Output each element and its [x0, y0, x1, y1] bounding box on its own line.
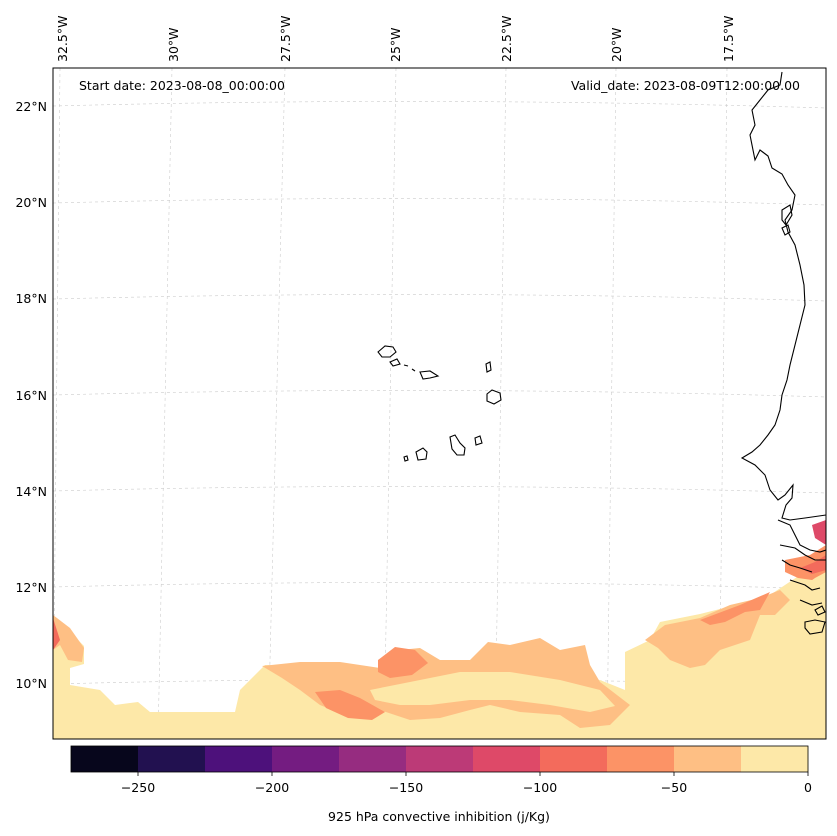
lon-label: 32.5°W — [55, 16, 70, 62]
colorbar-segments — [71, 746, 809, 772]
start-date-label: Start date: 2023-08-08_00:00:00 — [79, 78, 285, 93]
colorbar-tick-label: −250 — [121, 780, 155, 795]
lat-label: 14°N — [15, 484, 47, 499]
cin-filled-contours — [53, 520, 826, 739]
latitude-labels: 22°N 20°N 18°N 16°N 14°N 12°N 10°N — [15, 99, 47, 691]
coastlines — [377, 71, 826, 635]
colorbar: −250 −200 −150 −100 −50 0 925 hPa convec… — [70, 745, 812, 824]
longitude-labels: 32.5°W 30°W 27.5°W 25°W 22.5°W 20°W 17.5… — [55, 16, 736, 62]
colorbar-tick-label: −50 — [661, 780, 687, 795]
colorbar-segment — [339, 746, 407, 772]
colorbar-segment — [406, 746, 474, 772]
lat-label: 10°N — [15, 676, 47, 691]
colorbar-segment — [473, 746, 541, 772]
lon-label: 27.5°W — [278, 16, 293, 62]
lon-label: 20°W — [609, 27, 624, 62]
lat-label: 16°N — [15, 388, 47, 403]
colorbar-segment — [205, 746, 273, 772]
lon-label: 22.5°W — [499, 16, 514, 62]
colorbar-ticks — [137, 772, 809, 776]
colorbar-segment — [272, 746, 340, 772]
colorbar-segment — [674, 746, 742, 772]
valid-date-label: Valid_date: 2023-08-09T12:00:00.00 — [571, 78, 800, 93]
lat-label: 22°N — [15, 99, 47, 114]
colorbar-frame — [70, 745, 809, 773]
colorbar-segment — [540, 746, 608, 772]
lat-label: 20°N — [15, 195, 47, 210]
map-border — [52, 67, 827, 740]
lat-label: 12°N — [15, 580, 47, 595]
colorbar-tick-label: 0 — [804, 780, 812, 795]
colorbar-tick-label: −200 — [255, 780, 289, 795]
colorbar-tick-label: −100 — [523, 780, 557, 795]
colorbar-segment — [71, 746, 139, 772]
colorbar-segment — [741, 746, 809, 772]
colorbar-segment — [138, 746, 206, 772]
colorbar-tick-label: −150 — [389, 780, 423, 795]
lon-label: 17.5°W — [721, 16, 736, 62]
colorbar-title: 925 hPa convective inhibition (j/Kg) — [328, 809, 550, 824]
lon-label: 30°W — [166, 27, 181, 62]
colorbar-segment — [607, 746, 675, 772]
lon-label: 25°W — [388, 27, 403, 62]
lat-label: 18°N — [15, 291, 47, 306]
